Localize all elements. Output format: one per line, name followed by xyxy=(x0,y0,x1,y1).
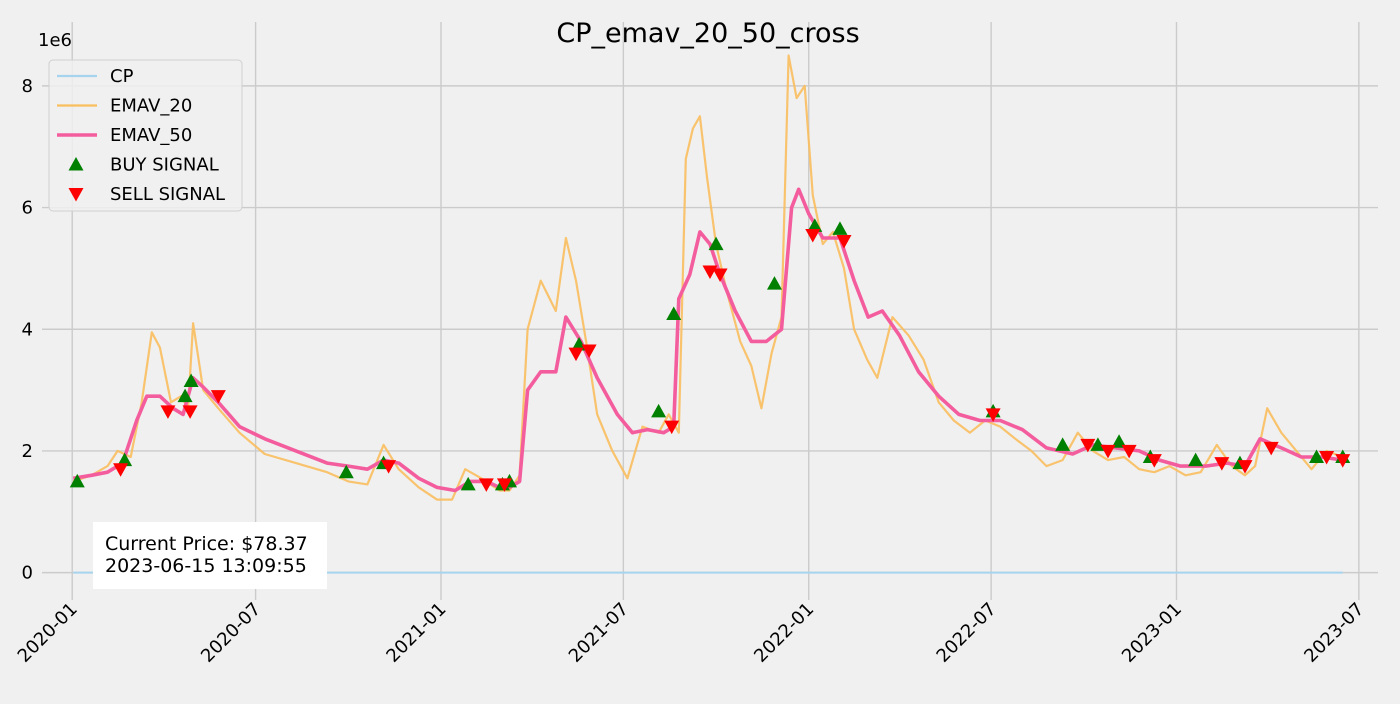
y-tick-label: 6 xyxy=(22,198,33,219)
legend-label-cp: CP xyxy=(110,66,134,87)
annotation-price: Current Price: $78.37 xyxy=(105,533,308,555)
sell-signal-marker xyxy=(985,408,1001,422)
legend-box xyxy=(48,59,243,212)
legend-swatch-sell-signal xyxy=(68,188,84,202)
y-tick-label: 0 xyxy=(22,563,33,584)
y-multiplier-label: 1e6 xyxy=(38,30,72,51)
sell-signal-marker xyxy=(568,347,584,362)
sell-signal-marker xyxy=(1121,444,1137,459)
buy-signal-marker xyxy=(708,236,724,251)
sell-signal-marker xyxy=(496,478,512,492)
sell-signal-marker xyxy=(210,390,226,404)
sell-signal-marker xyxy=(1335,454,1351,468)
annotation-time: 2023-06-15 13:09:55 xyxy=(105,555,307,577)
sell-signal-marker xyxy=(805,228,821,243)
y-tick-label: 4 xyxy=(22,319,33,340)
buy-signal-marker xyxy=(460,476,476,491)
buy-signal-marker xyxy=(183,373,199,387)
sell-signal-marker xyxy=(1237,460,1253,474)
buy-signal-marker xyxy=(651,403,667,418)
legend-swatch-buy-signal xyxy=(68,157,84,171)
annotation-box xyxy=(93,522,327,589)
legend: CP EMAV_20 EMAV_50 BUY SIGNAL SELL SIGNAL xyxy=(48,59,243,212)
sell-signal-marker xyxy=(836,235,852,249)
buy-signal-marker xyxy=(1111,434,1127,448)
sell-signal-marker xyxy=(581,344,597,359)
buy-signal-marker xyxy=(69,473,85,488)
sell-signal-marker xyxy=(182,405,198,419)
sell-signal-marker xyxy=(1080,438,1096,453)
buy-signal-marker xyxy=(666,306,682,321)
buy-signal-marker xyxy=(338,464,354,479)
marker-layer xyxy=(69,218,1351,492)
buy-signal-marker xyxy=(766,276,782,290)
sell-signal-marker xyxy=(381,460,397,474)
sell-signal-marker xyxy=(160,405,176,419)
series-line-emav-50 xyxy=(72,187,1343,493)
sell-signal-marker xyxy=(712,268,728,282)
buy-signal-marker xyxy=(807,218,823,232)
legend-label-emav-50: EMAV_50 xyxy=(110,125,192,146)
sell-signal-marker xyxy=(1263,441,1279,456)
y-tick-label: 8 xyxy=(22,76,33,97)
sell-signal-marker xyxy=(1146,454,1162,468)
y-tick-label: 2 xyxy=(22,441,33,462)
legend-label-emav-20: EMAV_20 xyxy=(110,96,192,117)
buy-signal-marker xyxy=(1309,449,1325,464)
sell-signal-marker xyxy=(1214,457,1230,471)
buy-signal-marker xyxy=(571,336,587,351)
chart-title: CP_emav_20_50_cross xyxy=(556,18,859,49)
buy-signal-marker xyxy=(117,452,133,467)
sell-signal-marker xyxy=(1319,451,1335,465)
buy-signal-marker xyxy=(177,388,193,403)
sell-signal-marker xyxy=(113,463,129,477)
buy-signal-marker xyxy=(1090,437,1106,451)
legend-label-buy-signal: BUY SIGNAL xyxy=(110,155,219,176)
current-price-annotation: Current Price: $78.37 2023-06-15 13:09:5… xyxy=(93,522,327,589)
sell-signal-marker xyxy=(1100,444,1116,459)
legend-label-sell-signal: SELL SIGNAL xyxy=(110,184,225,205)
buy-signal-marker xyxy=(832,221,848,235)
sell-signal-marker xyxy=(478,478,494,492)
buy-signal-marker xyxy=(1055,437,1071,451)
sell-signal-marker xyxy=(664,420,680,435)
buy-signal-marker xyxy=(1188,452,1204,467)
